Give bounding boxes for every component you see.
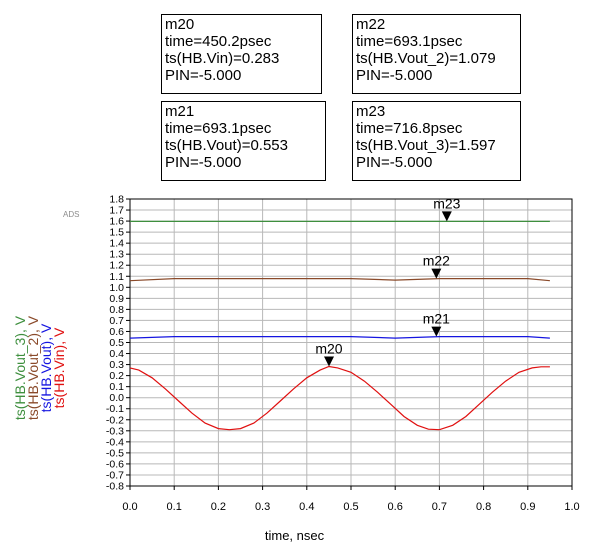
ads-brand-label: ADS bbox=[63, 210, 80, 219]
y-tick-label: -0.8 bbox=[106, 481, 124, 493]
marker-box-line: time=693.1psec bbox=[165, 120, 272, 137]
marker-triangle bbox=[441, 211, 452, 222]
series-line-1 bbox=[129, 278, 550, 282]
x-tick-label: 1.0 bbox=[564, 501, 579, 513]
y-tick-label: 1.1 bbox=[109, 271, 124, 283]
x-tick-label: 0.8 bbox=[476, 501, 491, 513]
y-tick-label: 1.8 bbox=[109, 194, 124, 206]
marker-box-line: PIN=-5.000 bbox=[356, 67, 433, 84]
marker-box-line: m22 bbox=[356, 16, 386, 33]
y-tick-label: -0.4 bbox=[106, 436, 124, 448]
x-tick-label: 0.0 bbox=[122, 501, 137, 513]
y-tick-label: 0.5 bbox=[109, 337, 124, 349]
series-line-2 bbox=[129, 336, 550, 339]
y-tick-label: 1.5 bbox=[109, 227, 124, 239]
series-line-3 bbox=[129, 365, 550, 431]
x-tick-label: 0.1 bbox=[167, 501, 182, 513]
y-axis-label: ts(HB.Vout_2), V bbox=[25, 315, 41, 420]
y-tick-label: 0.6 bbox=[109, 326, 124, 338]
marker-label: m21 bbox=[423, 311, 450, 327]
y-tick-label: 1.4 bbox=[109, 238, 124, 250]
y-tick-label: 1.0 bbox=[109, 282, 124, 294]
marker-box-m20: m20 time=450.2psec ts(HB.Vin)=0.283 PIN=-5.… bbox=[161, 14, 322, 94]
y-tick-label: -0.6 bbox=[106, 458, 124, 470]
marker-box-line: time=450.2psec bbox=[165, 33, 272, 50]
y-tick-label: -0.1 bbox=[106, 403, 124, 415]
marker-box-m22: m22 time=693.1psec ts(HB.Vout_2)=1.079 PIN=… bbox=[352, 14, 521, 94]
y-tick-label: 0.0 bbox=[109, 392, 124, 404]
y-tick-label: -0.2 bbox=[106, 414, 124, 426]
marker-box-line: ts(HB.Vout_2)=1.079 bbox=[356, 50, 496, 67]
marker-box-m23: m23 time=716.8psec ts(HB.Vout_3)=1.597 PIN=… bbox=[352, 101, 521, 181]
y-tick-label: 1.3 bbox=[109, 249, 124, 261]
marker-box-line: m23 bbox=[356, 103, 386, 120]
marker-triangle bbox=[431, 268, 442, 279]
marker-box-m21: m21 time=693.1psec ts(HB.Vout)=0.553 PIN=-5… bbox=[161, 101, 326, 181]
y-axis-label: ts(HB.Vout), V bbox=[38, 323, 54, 412]
marker-box-line: PIN=-5.000 bbox=[165, 154, 242, 171]
x-tick-label: 0.6 bbox=[388, 501, 403, 513]
y-tick-label: 0.9 bbox=[109, 293, 124, 305]
x-tick-label: 0.5 bbox=[343, 501, 358, 513]
plot-frame bbox=[129, 198, 573, 487]
y-tick-label: 1.6 bbox=[109, 216, 124, 228]
x-tick-label: 0.3 bbox=[255, 501, 270, 513]
y-tick-label: 0.7 bbox=[109, 315, 124, 327]
y-tick-label: 0.8 bbox=[109, 304, 124, 316]
marker-box-line: PIN=-5.000 bbox=[165, 67, 242, 84]
y-tick-label: 1.2 bbox=[109, 260, 124, 272]
marker-box-line: time=716.8psec bbox=[356, 120, 463, 137]
y-tick-label: -0.3 bbox=[106, 425, 124, 437]
x-axis-label: time, nsec bbox=[264, 528, 325, 543]
y-tick-label: 0.1 bbox=[109, 381, 124, 393]
marker-label: m23 bbox=[433, 195, 460, 211]
y-axis-label: ts(HB.Vin), V bbox=[51, 327, 67, 408]
marker-box-line: time=693.1psec bbox=[356, 33, 463, 50]
x-tick-label: 0.7 bbox=[432, 501, 447, 513]
y-axis-label: ts(HB.Vout_3), V bbox=[12, 315, 28, 420]
x-tick-label: 0.2 bbox=[211, 501, 226, 513]
x-tick-label: 0.9 bbox=[520, 501, 535, 513]
marker-triangle bbox=[431, 326, 442, 337]
y-tick-label: 0.3 bbox=[109, 359, 124, 371]
marker-box-line: m21 bbox=[165, 103, 195, 120]
marker-box-line: ts(HB.Vout_3)=1.597 bbox=[356, 137, 496, 154]
marker-box-line: ts(HB.Vin)=0.283 bbox=[165, 50, 280, 67]
y-tick-label: -0.7 bbox=[106, 469, 124, 481]
y-tick-label: 0.4 bbox=[109, 348, 124, 360]
marker-box-line: ts(HB.Vout)=0.553 bbox=[165, 137, 288, 154]
y-tick-label: 1.7 bbox=[109, 205, 124, 217]
marker-label: m22 bbox=[423, 253, 450, 269]
y-tick-label: 0.2 bbox=[109, 370, 124, 382]
y-tick-label: -0.5 bbox=[106, 447, 124, 459]
marker-triangle bbox=[323, 356, 334, 367]
x-tick-label: 0.4 bbox=[299, 501, 314, 513]
marker-box-line: PIN=-5.000 bbox=[356, 154, 433, 171]
marker-box-line: m20 bbox=[165, 16, 195, 33]
marker-label: m20 bbox=[315, 340, 342, 356]
